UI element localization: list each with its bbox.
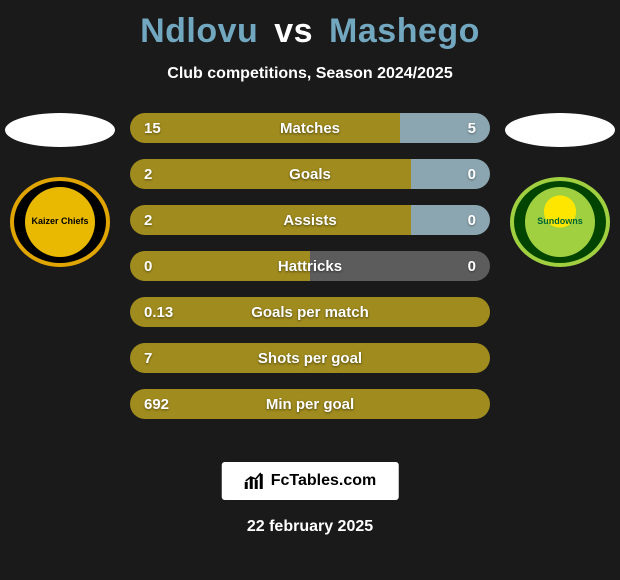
left-team-block: Kaizer Chiefs — [0, 113, 120, 267]
stat-row: 00Hattricks — [130, 251, 490, 281]
right-team-block: Sundowns — [500, 113, 620, 267]
brand-text: FcTables.com — [271, 472, 377, 490]
comparison-title: Ndlovu vs Mashego — [0, 0, 620, 51]
stat-value-left: 15 — [144, 120, 161, 137]
left-team-crest: Kaizer Chiefs — [10, 177, 110, 267]
stat-value-left: 692 — [144, 396, 169, 413]
stat-bar-left: 0.13 — [130, 297, 490, 327]
stat-value-right: 0 — [468, 212, 476, 229]
stat-bar-left: 2 — [130, 159, 411, 189]
stat-value-left: 2 — [144, 212, 152, 229]
stat-bar-left: 7 — [130, 343, 490, 373]
comparison-arena: Kaizer Chiefs Sundowns 155Matches20Goals… — [0, 113, 620, 453]
left-team-crest-label: Kaizer Chiefs — [25, 187, 95, 257]
brand-badge: FcTables.com — [222, 462, 399, 500]
stat-bar-left: 0 — [130, 251, 310, 281]
subtitle: Club competitions, Season 2024/2025 — [0, 65, 620, 83]
stat-row: 20Assists — [130, 205, 490, 235]
stat-bar-left: 15 — [130, 113, 400, 143]
vs-label: vs — [268, 12, 319, 50]
right-team-crest: Sundowns — [510, 177, 610, 267]
stat-bar-right: 0 — [411, 159, 490, 189]
brand-chart-icon — [244, 472, 264, 490]
bars-container: 155Matches20Goals20Assists00Hattricks0.1… — [130, 113, 490, 435]
stat-value-right: 0 — [468, 258, 476, 275]
stat-row: 692Min per goal — [130, 389, 490, 419]
stat-value-left: 2 — [144, 166, 152, 183]
stat-value-right: 5 — [468, 120, 476, 137]
stat-value-left: 0.13 — [144, 304, 173, 321]
player1-name: Ndlovu — [140, 12, 258, 50]
right-team-crest-label: Sundowns — [525, 187, 595, 257]
left-disc — [5, 113, 115, 147]
stat-value-right: 0 — [468, 166, 476, 183]
stat-bar-right: 5 — [400, 113, 490, 143]
stat-value-left: 0 — [144, 258, 152, 275]
stat-row: 20Goals — [130, 159, 490, 189]
stat-bar-right: 0 — [411, 205, 490, 235]
player2-name: Mashego — [329, 12, 480, 50]
stat-bar-left: 692 — [130, 389, 490, 419]
stat-row: 155Matches — [130, 113, 490, 143]
stat-value-left: 7 — [144, 350, 152, 367]
footer-date: 22 february 2025 — [0, 518, 620, 536]
stat-bar-right: 0 — [310, 251, 490, 281]
stat-row: 7Shots per goal — [130, 343, 490, 373]
stat-row: 0.13Goals per match — [130, 297, 490, 327]
stat-bar-left: 2 — [130, 205, 411, 235]
right-disc — [505, 113, 615, 147]
